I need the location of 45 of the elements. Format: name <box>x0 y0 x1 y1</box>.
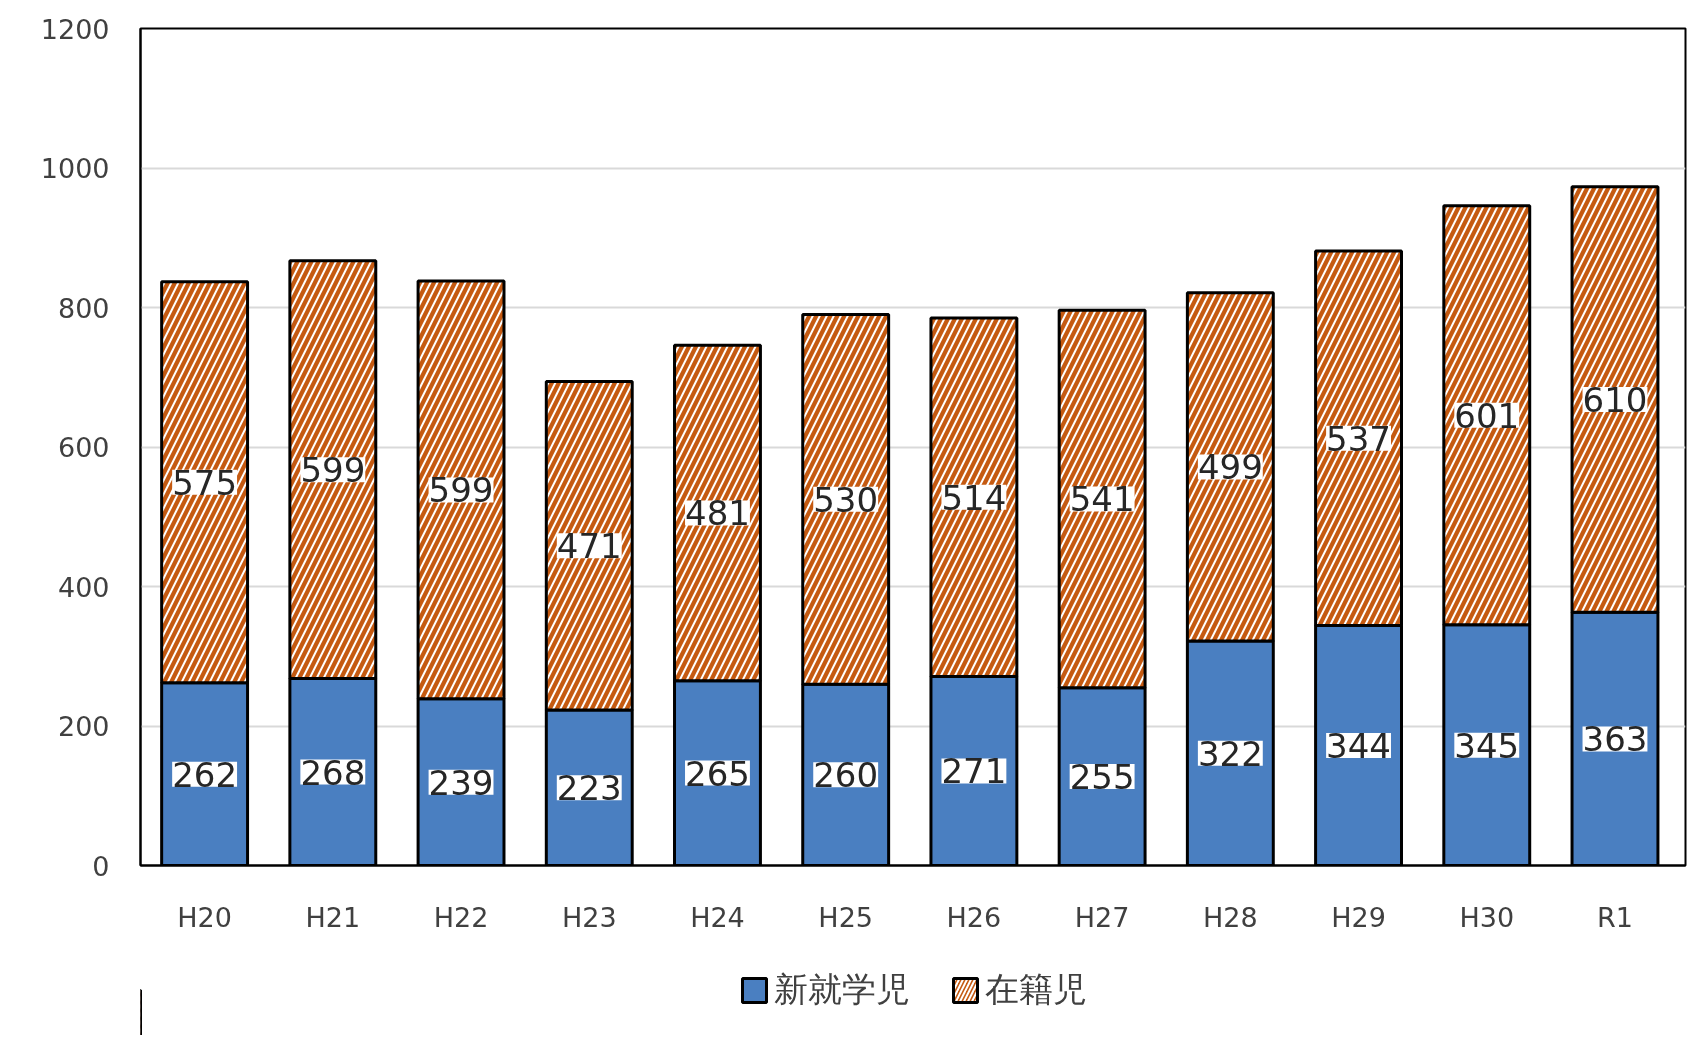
data-label: 599 <box>300 450 366 491</box>
x-tick-label: H26 <box>946 901 1002 933</box>
data-label: 601 <box>1454 395 1520 436</box>
y-tick-label: 0 <box>92 850 110 882</box>
y-tick-label: 600 <box>57 432 110 463</box>
data-label: 499 <box>1197 447 1263 488</box>
x-tick-label: H28 <box>1203 901 1258 933</box>
data-label: 514 <box>941 477 1007 518</box>
y-tick-label: 200 <box>57 711 110 742</box>
y-tick-label: 1200 <box>40 13 110 45</box>
data-label: 541 <box>1069 479 1135 520</box>
data-label: 471 <box>556 526 622 567</box>
data-label: 344 <box>1326 726 1392 767</box>
data-label: 268 <box>300 752 366 793</box>
y-tick-label: 800 <box>57 292 110 324</box>
x-tick-label: H20 <box>177 901 232 933</box>
data-label: 322 <box>1197 733 1263 774</box>
data-label: 265 <box>685 753 750 794</box>
data-label: 345 <box>1454 725 1520 766</box>
x-tick-label: H29 <box>1331 901 1386 933</box>
y-tick-label: 400 <box>57 571 110 603</box>
x-tick-label: H27 <box>1074 901 1130 933</box>
y-tick-label: 1000 <box>40 153 110 184</box>
x-tick-label: H30 <box>1459 901 1515 933</box>
data-label: 575 <box>172 462 238 503</box>
data-label: 530 <box>813 479 879 520</box>
data-label: 223 <box>556 768 622 809</box>
legend-label: 新就学児 <box>773 968 910 1011</box>
x-tick-label: R1 <box>1597 901 1633 933</box>
data-label: 271 <box>941 751 1007 792</box>
data-label: 239 <box>428 762 494 803</box>
data-label: 599 <box>428 470 494 511</box>
x-tick-label: H24 <box>690 901 745 933</box>
x-tick-label: H23 <box>561 901 617 933</box>
legend-label: 在籍児 <box>984 968 1087 1011</box>
data-label: 481 <box>685 493 750 534</box>
data-label: 255 <box>1069 757 1135 798</box>
data-label: 610 <box>1582 380 1648 421</box>
x-tick-label: H21 <box>305 901 361 933</box>
data-label: 260 <box>813 755 879 796</box>
data-label: 363 <box>1582 719 1648 760</box>
x-tick-label: H25 <box>818 901 874 933</box>
data-label: 262 <box>172 754 238 795</box>
data-label: 537 <box>1326 418 1392 459</box>
x-tick-label: H22 <box>433 901 489 933</box>
